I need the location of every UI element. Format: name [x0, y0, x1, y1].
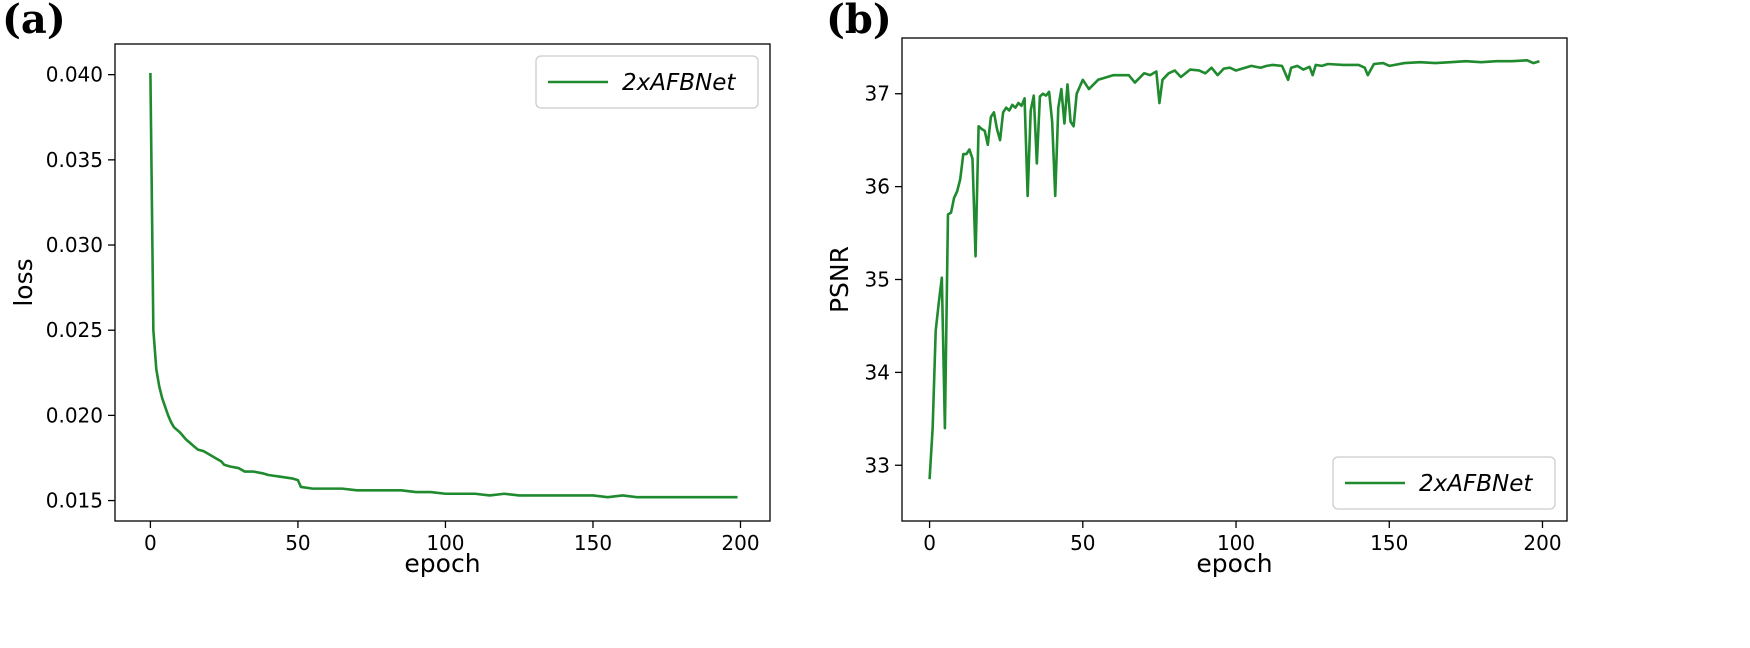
series-line-0 [149, 72, 738, 499]
y-axis-label: loss [9, 258, 38, 306]
x-tick-label: 50 [1070, 531, 1095, 555]
legend-label: 2xAFBNet [1419, 471, 1533, 497]
x-tick-label: 200 [1523, 531, 1561, 555]
y-tick-label: 35 [865, 268, 890, 292]
x-axis-label: epoch [404, 549, 480, 578]
x-tick-label: 50 [285, 531, 310, 555]
plot-frame [114, 43, 771, 522]
legend: 2xAFBNet [1332, 456, 1556, 510]
x-axis-label: epoch [1196, 549, 1272, 578]
y-axis-label: PSNR [825, 246, 854, 313]
y-tick-label: 0.015 [46, 489, 103, 513]
chart-psnr: 0 50 100 150 200 33 34 35 36 37 epoch PSNR 2xAFBNet [825, 37, 1568, 578]
y-tick-label: 0.020 [46, 403, 103, 427]
plot-frame [901, 37, 1568, 522]
x-tick-label: 100 [426, 531, 464, 555]
x-tick-label: 0 [923, 531, 936, 555]
chart-loss: 0 50 100 150 200 0.015 0.020 0.025 0.030 0.035 0.0… [9, 43, 771, 578]
legend-box [535, 55, 759, 109]
x-tick-label: 100 [1217, 531, 1255, 555]
x-tick-label: 150 [574, 531, 612, 555]
y-tick-label: 0.025 [46, 318, 103, 342]
y-tick-label: 0.040 [46, 63, 103, 87]
x-tick-label: 150 [1370, 531, 1408, 555]
y-tick-label: 34 [865, 360, 890, 384]
x-tick-label: 0 [144, 531, 157, 555]
x-tick-label: 200 [721, 531, 759, 555]
legend-box [1332, 456, 1556, 510]
y-tick-label: 0.030 [46, 233, 103, 257]
series-line-0 [928, 58, 1540, 480]
y-tick-label: 0.035 [46, 148, 103, 172]
legend-label: 2xAFBNet [622, 70, 736, 96]
panel-label-a: (a) [2, 0, 66, 43]
legend: 2xAFBNet [535, 55, 759, 109]
panel-label-b: (b) [826, 0, 892, 43]
y-tick-label: 37 [865, 82, 890, 106]
y-tick-label: 36 [865, 175, 890, 199]
y-tick-label: 33 [865, 453, 890, 477]
